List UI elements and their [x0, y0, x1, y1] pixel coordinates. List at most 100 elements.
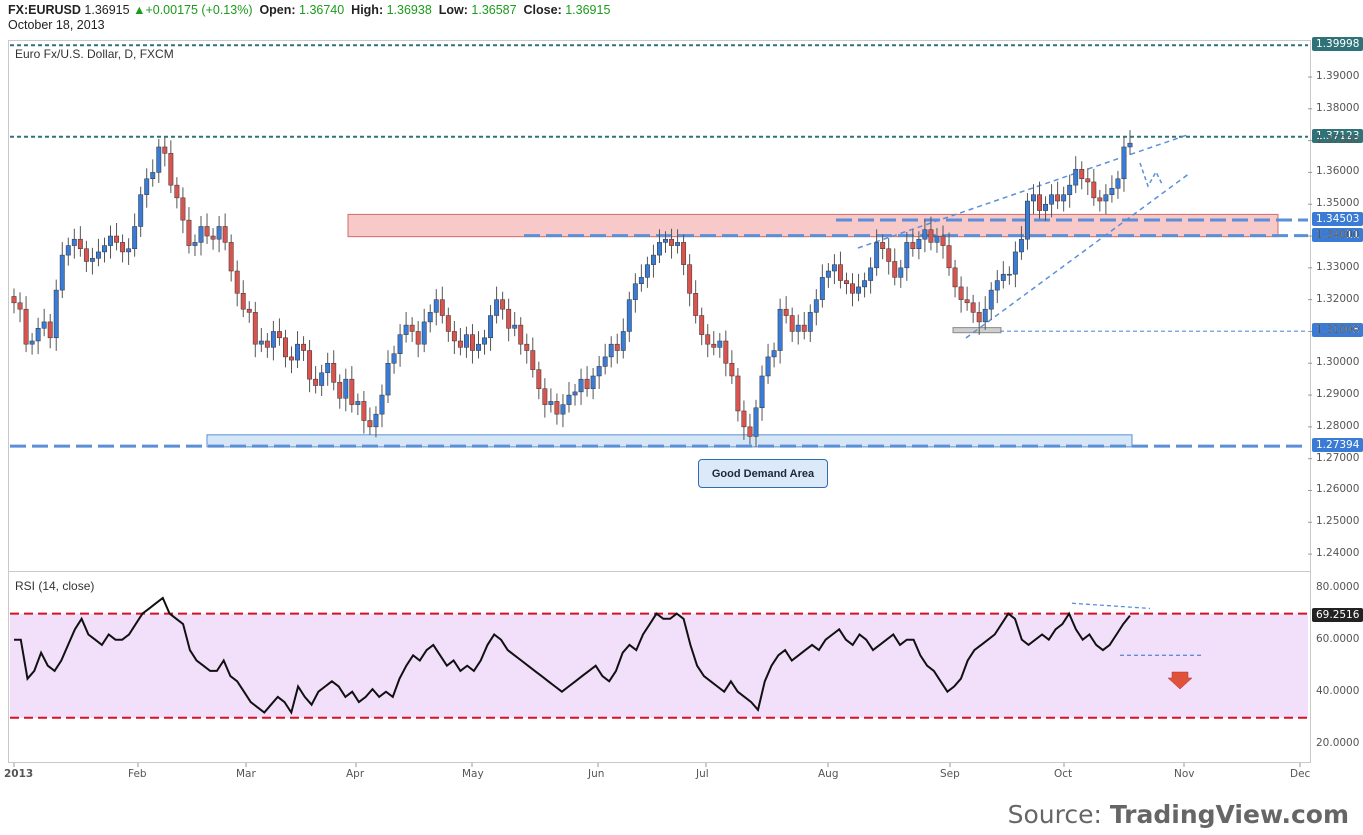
candle-body-76	[470, 334, 475, 351]
candle-body-125	[765, 356, 771, 377]
candle-body-91	[560, 404, 566, 415]
candle-body-184	[1121, 146, 1127, 180]
ticker-header: FX:EURUSD 1.36915 ▲+0.00175 (+0.13%) Ope…	[8, 2, 610, 18]
candle-body-78	[482, 337, 487, 345]
rsi-tick-label-3: 20.0000	[1316, 736, 1360, 749]
price-tick-label-5: 1.34000	[1316, 229, 1360, 242]
rsi-last-tag: 69.2516	[1312, 607, 1363, 622]
candle-body-120	[735, 375, 741, 412]
candle-body-90	[554, 401, 560, 415]
candle-body-93	[572, 391, 578, 396]
x-tick-label-9: Oct	[1054, 768, 1073, 780]
candle-body-26	[168, 153, 174, 186]
candle-body-22	[144, 178, 150, 195]
candle-body-100	[614, 343, 620, 351]
candle-body-126	[771, 350, 777, 358]
candle-body-146	[892, 261, 898, 278]
x-tick-label-11: Dec	[1290, 768, 1311, 780]
candle-body-5	[41, 321, 47, 329]
candle-body-179	[1091, 181, 1097, 199]
candle-body-0	[11, 296, 17, 304]
low-label: Low:	[438, 3, 468, 17]
candle-body-61	[379, 394, 385, 415]
candle-body-154	[940, 235, 946, 246]
close-label: Close:	[523, 3, 562, 17]
candle-body-38	[240, 293, 246, 310]
candle-body-122	[747, 426, 753, 437]
candle-body-152	[928, 229, 934, 243]
candle-body-40	[252, 312, 258, 345]
candle-body-29	[186, 219, 192, 246]
candle-body-167	[1018, 238, 1024, 253]
candle-body-1	[17, 302, 23, 310]
candle-body-160	[976, 312, 982, 323]
candle-body-94	[578, 378, 584, 393]
candle-body-182	[1109, 188, 1115, 195]
x-tick-label-3: Apr	[346, 768, 365, 780]
candle-body-25	[162, 146, 168, 154]
candle-body-20	[132, 226, 138, 249]
candle-body-7	[53, 289, 59, 339]
candle-body-102	[626, 299, 632, 332]
price-tick-label-13: 1.26000	[1316, 483, 1360, 496]
candle-body-60	[373, 413, 379, 428]
candle-body-95	[584, 378, 590, 389]
source-brand: TradingView.com	[1109, 800, 1349, 829]
candle-body-178	[1085, 178, 1091, 183]
candle-body-135	[825, 270, 831, 278]
candle-body-98	[602, 356, 608, 367]
candle-body-73	[451, 331, 457, 342]
candle-body-13	[89, 258, 95, 262]
candle-body-104	[638, 277, 644, 284]
candle-body-103	[632, 283, 638, 300]
candle-body-164	[1000, 273, 1006, 281]
candle-body-136	[831, 264, 837, 272]
candle-body-83	[512, 324, 518, 329]
price-tag-1: 1.37123	[1312, 128, 1363, 143]
candle-body-138	[844, 280, 849, 284]
candle-body-63	[391, 353, 397, 364]
candle-body-88	[542, 388, 548, 405]
candle-body-145	[886, 248, 892, 262]
candle-body-31	[198, 226, 204, 243]
candle-body-84	[518, 324, 524, 345]
candle-body-155	[946, 245, 952, 269]
candle-body-69	[427, 312, 433, 323]
candle-body-50	[313, 378, 319, 386]
candle-body-57	[355, 401, 361, 405]
rsi-pane-title: RSI (14, close)	[13, 579, 97, 593]
candle-body-89	[548, 401, 554, 405]
price-tag-5: 1.27394	[1312, 438, 1363, 453]
candle-body-3	[29, 340, 35, 345]
candle-body-4	[35, 328, 41, 342]
candle-body-114	[699, 315, 705, 335]
candle-body-148	[904, 242, 910, 269]
candle-body-55	[343, 378, 349, 399]
candle-body-177	[1079, 168, 1085, 180]
low-value: 1.36587	[471, 3, 517, 17]
price-pane[interactable]	[8, 40, 1311, 572]
candle-body-68	[421, 321, 427, 345]
down-arrow-icon	[1167, 671, 1193, 690]
candle-body-115	[705, 334, 711, 345]
candle-body-129	[789, 315, 795, 332]
candle-body-56	[349, 378, 355, 405]
candle-body-169	[1031, 194, 1036, 202]
candle-body-81	[500, 299, 506, 310]
candle-body-180	[1097, 197, 1103, 202]
candle-body-172	[1049, 194, 1055, 205]
candle-body-11	[77, 238, 83, 249]
candle-body-116	[711, 343, 717, 348]
candle-body-87	[536, 369, 542, 389]
candle-body-162	[988, 289, 994, 310]
candle-body-161	[982, 308, 988, 323]
candle-body-86	[530, 350, 536, 370]
candle-body-6	[47, 321, 53, 339]
candle-body-18	[120, 242, 126, 253]
candle-body-130	[795, 324, 801, 332]
wedge-line-0	[857, 133, 1191, 249]
candle-body-150	[916, 238, 922, 249]
candle-body-106	[650, 254, 656, 265]
candle-body-15	[102, 245, 107, 253]
